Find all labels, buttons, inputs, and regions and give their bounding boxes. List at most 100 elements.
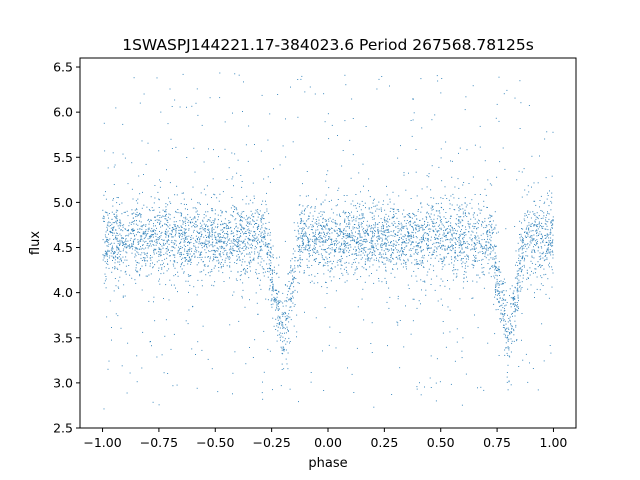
data-point (499, 294, 501, 296)
data-point (242, 247, 244, 249)
data-point (363, 267, 365, 269)
data-point (386, 194, 388, 196)
data-point (241, 295, 243, 297)
data-point (283, 347, 285, 349)
data-point (362, 213, 364, 215)
data-point (159, 217, 161, 219)
data-point (361, 247, 363, 249)
data-point (442, 224, 444, 226)
data-point (362, 240, 364, 242)
data-point (460, 252, 462, 254)
data-point (116, 254, 118, 255)
data-point (489, 232, 491, 234)
data-point (276, 303, 278, 305)
data-point (154, 233, 156, 235)
data-point (426, 233, 428, 235)
data-point (481, 251, 483, 252)
data-point (468, 224, 470, 226)
data-point (328, 228, 330, 230)
data-point (320, 211, 322, 213)
data-point (514, 303, 516, 305)
data-point (518, 308, 519, 309)
data-point (368, 208, 370, 210)
data-point (436, 247, 438, 249)
data-point (412, 298, 414, 300)
data-point (281, 314, 283, 315)
data-point (285, 156, 287, 158)
data-point (496, 278, 498, 280)
data-point (117, 315, 119, 317)
data-point (166, 242, 168, 244)
data-point (420, 203, 422, 205)
data-point (452, 246, 454, 248)
data-point (388, 260, 390, 262)
data-point (156, 356, 158, 358)
data-point (177, 291, 178, 293)
data-point (445, 228, 447, 230)
data-point (271, 298, 273, 300)
data-point (312, 235, 314, 237)
data-point (227, 234, 229, 236)
data-point (476, 221, 478, 223)
data-point (519, 268, 521, 270)
data-point (206, 220, 208, 222)
data-point (339, 228, 340, 230)
data-point (207, 203, 208, 205)
data-point (522, 359, 524, 361)
data-point (300, 237, 302, 239)
data-point (374, 251, 376, 253)
data-point (227, 239, 229, 241)
data-point (433, 270, 435, 272)
data-point (221, 212, 223, 214)
data-point (187, 242, 188, 243)
data-point (428, 228, 430, 230)
data-point (506, 89, 508, 91)
data-point (231, 232, 233, 234)
data-point (205, 225, 206, 227)
data-point (385, 248, 387, 250)
data-point (119, 233, 121, 235)
data-point (347, 234, 349, 236)
data-point (445, 239, 447, 241)
data-point (211, 234, 213, 236)
data-point (249, 217, 251, 219)
data-point (284, 284, 286, 286)
data-point (335, 223, 337, 225)
data-point (140, 239, 142, 241)
data-point (175, 229, 177, 231)
data-point (413, 214, 415, 215)
data-point (247, 226, 249, 227)
data-point (501, 304, 503, 306)
data-point (433, 223, 434, 225)
data-point (279, 316, 281, 318)
data-point (432, 265, 434, 267)
data-point (229, 266, 231, 268)
data-point (104, 242, 106, 244)
data-point (179, 243, 180, 245)
data-point (301, 212, 303, 214)
data-point (280, 335, 282, 337)
data-point (151, 256, 153, 258)
data-point (119, 203, 121, 205)
data-point (215, 250, 217, 252)
data-point (194, 226, 196, 228)
data-point (159, 283, 161, 285)
data-point (299, 271, 301, 273)
data-point (340, 230, 342, 232)
data-point (109, 300, 111, 302)
data-point (381, 245, 383, 247)
data-point (222, 223, 224, 225)
data-point (313, 235, 315, 237)
data-point (446, 248, 448, 250)
data-point (419, 247, 421, 249)
data-point (372, 246, 374, 248)
data-point (449, 228, 451, 230)
data-point (165, 319, 167, 321)
data-point (148, 228, 150, 230)
data-point (510, 331, 512, 332)
data-point (514, 310, 516, 312)
data-point (167, 263, 168, 265)
data-point (473, 212, 475, 214)
data-point (319, 235, 320, 237)
data-point (238, 248, 240, 250)
